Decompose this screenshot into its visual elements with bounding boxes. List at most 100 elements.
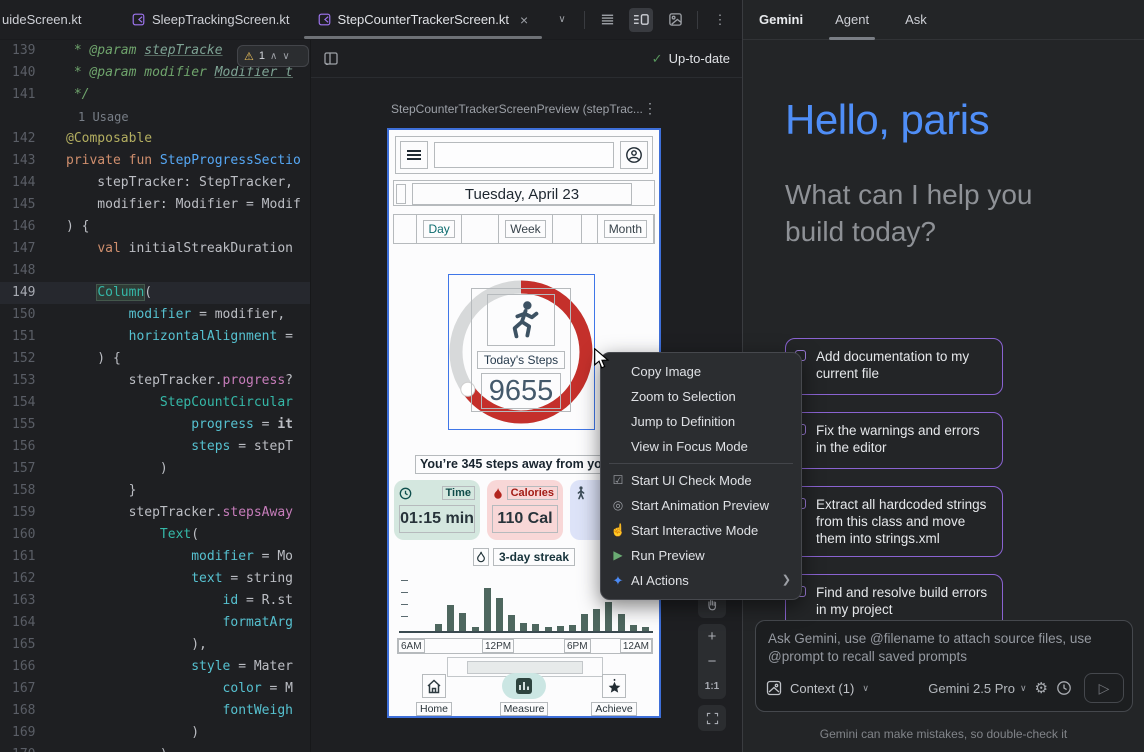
tab-ask[interactable]: Ask [905, 11, 927, 27]
menu-item-view-in-focus-mode[interactable]: View in Focus Mode [601, 434, 801, 459]
menu-item-start-ui-check-mode[interactable]: ☑ Start UI Check Mode [601, 468, 801, 493]
code-line[interactable]: 144 stepTracker: StepTracker, [0, 172, 310, 194]
code-line[interactable]: 145 modifier: Modifier = Modif [0, 194, 310, 216]
layout-grid-icon[interactable] [323, 51, 339, 67]
settings-gear-icon[interactable]: ⚙ [1034, 680, 1048, 697]
kebab-menu-icon[interactable]: ⋮ [713, 11, 727, 27]
streak-text: 3-day streak [492, 548, 576, 566]
design-view-icon[interactable] [663, 8, 687, 32]
zoom-in-button[interactable]: + [707, 628, 717, 645]
menu-item-label: Start Animation Preview [631, 498, 770, 513]
menu-item-run-preview[interactable]: ▶ Run Preview [601, 543, 801, 568]
code-line[interactable]: 142 @Composable [0, 128, 310, 150]
code-line[interactable]: 151 horizontalAlignment = [0, 326, 310, 348]
nav-achieve[interactable]: Achieve [585, 674, 643, 717]
stat-card-calories[interactable]: Calories 110 Cal [487, 480, 563, 540]
inspections-widget[interactable]: ⚠ 1 ∧ ∨ [237, 45, 309, 67]
split-view-icon[interactable] [629, 7, 653, 32]
zoom-to-fit-icon[interactable] [698, 705, 726, 731]
code-line[interactable]: 162 text = string [0, 568, 310, 590]
hidden-tabs-chevron-down-icon[interactable]: ∨ [558, 14, 566, 25]
code-line[interactable]: 165 ), [0, 634, 310, 656]
zoom-actual-size-button[interactable]: 1:1 [704, 681, 720, 692]
code-line[interactable]: 161 modifier = Mo [0, 546, 310, 568]
code-view-icon[interactable] [595, 8, 619, 32]
menu-item-jump-to-definition[interactable]: Jump to Definition [601, 409, 801, 434]
code-line[interactable]: 154 StepCountCircular [0, 392, 310, 414]
nav-home[interactable]: Home [405, 674, 463, 717]
close-tab-icon[interactable]: × [520, 11, 529, 28]
code-line[interactable]: 159 stepTracker.stepsAway [0, 502, 310, 524]
context-chevron-down-icon[interactable]: ∨ [862, 682, 869, 693]
nav-measure[interactable]: Measure [495, 673, 553, 717]
suggestion-card[interactable]: Find and resolve build errors in my proj… [785, 574, 1003, 631]
code-line[interactable]: 146) { [0, 216, 310, 238]
menu-item-start-interactive-mode[interactable]: ☝ Start Interactive Mode [601, 518, 801, 543]
code-line[interactable]: 155 progress = it [0, 414, 310, 436]
code-line[interactable]: 140 * @param modifier Modifier t [0, 62, 310, 84]
search-input[interactable] [434, 142, 614, 168]
line-number: 156 [12, 439, 36, 454]
suggestion-card[interactable]: Add documentation to my current file [785, 338, 1003, 395]
code-line[interactable]: 147 val initialStreakDuration [0, 238, 310, 260]
zoom-out-button[interactable]: − [707, 653, 717, 670]
hamburger-menu-button[interactable] [400, 141, 428, 169]
menu-item-zoom-to-selection[interactable]: Zoom to Selection [601, 384, 801, 409]
tab-agent[interactable]: Agent [829, 0, 876, 40]
model-selector[interactable]: Gemini 2.5 Pro [928, 680, 1015, 696]
code-line[interactable]: 164 formatArg [0, 612, 310, 634]
suggestion-card[interactable]: Fix the warnings and errors in the edito… [785, 412, 1003, 469]
code-line[interactable]: 168 fontWeigh [0, 700, 310, 722]
account-button[interactable] [620, 141, 648, 169]
code-line[interactable]: 148 [0, 260, 310, 282]
tab-stepcountertrackerscreen[interactable]: StepCounterTrackerScreen.kt × [303, 0, 543, 39]
gemini-input-box[interactable]: Ask Gemini, use @filename to attach sour… [755, 620, 1133, 712]
code-line[interactable]: 156 steps = stepT [0, 436, 310, 458]
code-editor[interactable]: 139 * @param stepTracke 140 * @param modi… [0, 40, 310, 752]
next-issue-chevron-down-icon[interactable]: ∨ [282, 50, 290, 62]
code-line[interactable]: 169 ) [0, 722, 310, 744]
code-lines: 139 * @param stepTracke 140 * @param modi… [0, 40, 310, 752]
code-line[interactable]: 167 color = M [0, 678, 310, 700]
line-number: 155 [12, 417, 36, 432]
prev-issue-chevron-up-icon[interactable]: ∧ [270, 50, 278, 62]
suggestion-card[interactable]: Extract all hardcoded strings from this … [785, 486, 1003, 557]
gemini-header: Gemini Agent Ask [743, 0, 1144, 40]
code-line[interactable]: 149 Column( [0, 282, 310, 304]
model-chevron-down-icon[interactable]: ∨ [1019, 682, 1027, 693]
disclaimer: Gemini can make mistakes, so double-chec… [819, 727, 1068, 741]
menu-item-start-animation-preview[interactable]: ◎ Start Animation Preview [601, 493, 801, 518]
panel-title: Gemini [759, 12, 804, 27]
attach-image-icon[interactable] [766, 680, 782, 696]
tab-month[interactable]: Month [598, 215, 654, 243]
code-line[interactable]: 152 ) { [0, 348, 310, 370]
stat-card-time[interactable]: Time 01:15 min [394, 480, 480, 540]
menu-item-ai-actions[interactable]: ✦ AI Actions ❯ [601, 568, 801, 593]
code-line[interactable]: 158 } [0, 480, 310, 502]
code-line[interactable]: 170 ) [0, 744, 310, 752]
code-line[interactable]: 166 style = Mater [0, 656, 310, 678]
usage-hint[interactable]: 1 Usage [78, 110, 129, 124]
code-line[interactable]: 153 stepTracker.progress? [0, 370, 310, 392]
send-button[interactable]: ▷ [1084, 673, 1124, 703]
menu-item-copy-image[interactable]: Copy Image [601, 359, 801, 384]
code-line[interactable]: 139 * @param stepTracke [0, 40, 310, 62]
chart-bar [471, 627, 479, 631]
editor-tab-bar: uideScreen.kt SleepTrackingScreen.kt Ste… [0, 0, 742, 40]
code-line[interactable]: 141 */ [0, 84, 310, 106]
code-line[interactable]: 143 private fun StepProgressSectio [0, 150, 310, 172]
history-clock-icon[interactable] [1056, 680, 1072, 696]
code-line[interactable]: 163 id = R.st [0, 590, 310, 612]
context-selector[interactable]: Context (1) [790, 680, 855, 696]
code-line[interactable]: 157 ) [0, 458, 310, 480]
suggestion-text: Add documentation to my current file [816, 349, 970, 381]
tab-sleeptrackingscreen[interactable]: SleepTrackingScreen.kt [118, 0, 304, 39]
code-line[interactable]: 150 modifier = modifier, [0, 304, 310, 326]
tab-week[interactable]: Week [499, 215, 554, 243]
code-line[interactable]: 1 Usage [0, 106, 310, 128]
tab-day[interactable]: Day [417, 215, 462, 243]
line-number: 151 [12, 329, 36, 344]
preview-kebab-icon[interactable]: ⋮ [643, 100, 657, 116]
code-line[interactable]: 160 Text( [0, 524, 310, 546]
tab-guidescreen[interactable]: uideScreen.kt [0, 0, 118, 39]
